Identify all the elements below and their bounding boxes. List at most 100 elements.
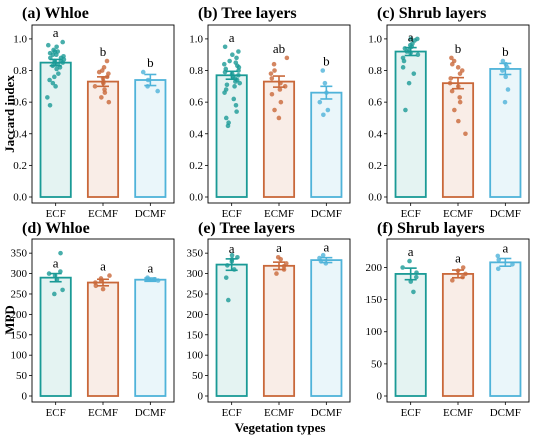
data-point [413, 274, 419, 280]
data-point [226, 297, 231, 303]
y-tick-label: 250 [187, 288, 204, 300]
significance-letter: a [502, 240, 508, 255]
y-tick-label: 200 [11, 309, 28, 321]
bar-ecf [39, 61, 72, 198]
x-tick-label: DCMF [490, 208, 521, 220]
data-point [52, 74, 57, 80]
y-tick-label: 0.4 [368, 128, 382, 140]
y-tick-label: 300 [11, 268, 28, 280]
data-point [54, 44, 59, 50]
significance-letter: a [53, 256, 59, 271]
data-point [233, 79, 238, 84]
data-point [449, 61, 455, 67]
data-point [45, 95, 50, 100]
data-point [400, 265, 405, 270]
data-point [54, 52, 59, 58]
x-tick-label: ECMF [443, 407, 473, 419]
x-tick-label: ECF [46, 208, 66, 220]
data-point [449, 88, 455, 94]
data-point [230, 52, 235, 58]
data-point [106, 99, 112, 105]
data-point [104, 58, 110, 64]
x-tick-label: ECF [46, 407, 66, 419]
panel-2: (b) Tree layers 0.0 0.2 0.4 0.6 0.8 1.0 a ECF ab E… [189, 5, 351, 220]
data-point [96, 69, 102, 75]
panel-title: (f) Shrub layers [377, 220, 485, 237]
y-tick-label: 1.0 [189, 33, 203, 45]
bar-ecmf [86, 80, 120, 198]
data-point [317, 99, 323, 105]
significance-letter: a [455, 250, 461, 265]
x-tick-label: DCMF [490, 407, 521, 419]
data-point [50, 52, 56, 58]
data-point [269, 91, 275, 97]
data-point [58, 250, 63, 256]
data-point [107, 273, 112, 278]
y-tick-label: 0 [377, 391, 383, 403]
panel-6: (f) Shrub layers 0 50 100 150 200 a ECF a ECMF a DC… [366, 220, 530, 419]
bar-ecf [394, 50, 427, 198]
x-tick-label: ECMF [443, 208, 473, 220]
y-tick-label: 300 [187, 268, 204, 280]
data-point [268, 71, 274, 76]
data-point [271, 61, 277, 67]
data-point [463, 131, 468, 137]
significance-letter: b [323, 54, 330, 69]
x-tick-label: ECMF [88, 208, 118, 220]
data-point [232, 84, 237, 89]
data-point [47, 103, 53, 108]
x-tick-label: DCMF [311, 208, 342, 220]
significance-letter: a [276, 240, 282, 255]
panel-title: (b) Tree layers [198, 5, 297, 22]
bar-dcmf [134, 79, 167, 198]
data-point [93, 283, 99, 289]
significance-letter: a [229, 30, 235, 45]
panel-title: (a) Whloe [22, 5, 89, 22]
data-point [102, 90, 108, 95]
y-tick-label: 50 [16, 370, 28, 382]
x-tick-label: ECF [401, 208, 421, 220]
panel-title: (e) Tree layers [198, 220, 295, 237]
data-point [223, 275, 229, 280]
data-point [320, 68, 326, 73]
data-point [224, 82, 230, 88]
significance-letter: b [100, 44, 107, 59]
data-point [502, 99, 508, 105]
x-tick-label: DCMF [135, 407, 166, 419]
data-point [456, 118, 461, 124]
bar-dcmf [310, 91, 343, 198]
bar-dcmf [489, 68, 522, 198]
significance-letter: a [53, 25, 59, 40]
panel-4: (d) Whloe 0 50 100 150 200 250 300 350 a ECF a ECMF a… [11, 220, 175, 419]
y-tick-label: 0.8 [13, 65, 27, 77]
data-point [320, 252, 326, 258]
data-point [406, 80, 412, 86]
y-tick-label: 0.4 [13, 128, 27, 140]
data-point [281, 263, 287, 269]
y-tick-label: 150 [366, 294, 383, 306]
data-point [408, 36, 414, 42]
data-point [411, 289, 416, 295]
data-point [46, 271, 52, 276]
data-point [449, 55, 454, 61]
y-tick-label: 0.8 [368, 65, 382, 77]
y-tick-label: 0 [198, 391, 204, 403]
data-point [457, 71, 463, 76]
data-point [269, 76, 275, 81]
y-axis-label: MPD [2, 305, 17, 335]
y-tick-label: 100 [187, 350, 204, 362]
data-point [415, 52, 421, 58]
data-point [221, 61, 227, 67]
significance-letter: a [100, 259, 106, 274]
y-tick-label: 350 [11, 248, 28, 260]
significance-letter: a [408, 244, 414, 259]
data-point [234, 109, 239, 114]
data-point [455, 65, 461, 70]
data-point [272, 107, 277, 113]
data-point [400, 65, 406, 70]
x-tick-label: DCMF [135, 208, 166, 220]
y-tick-label: 50 [192, 370, 204, 382]
data-point [60, 39, 65, 45]
data-point [411, 71, 417, 76]
